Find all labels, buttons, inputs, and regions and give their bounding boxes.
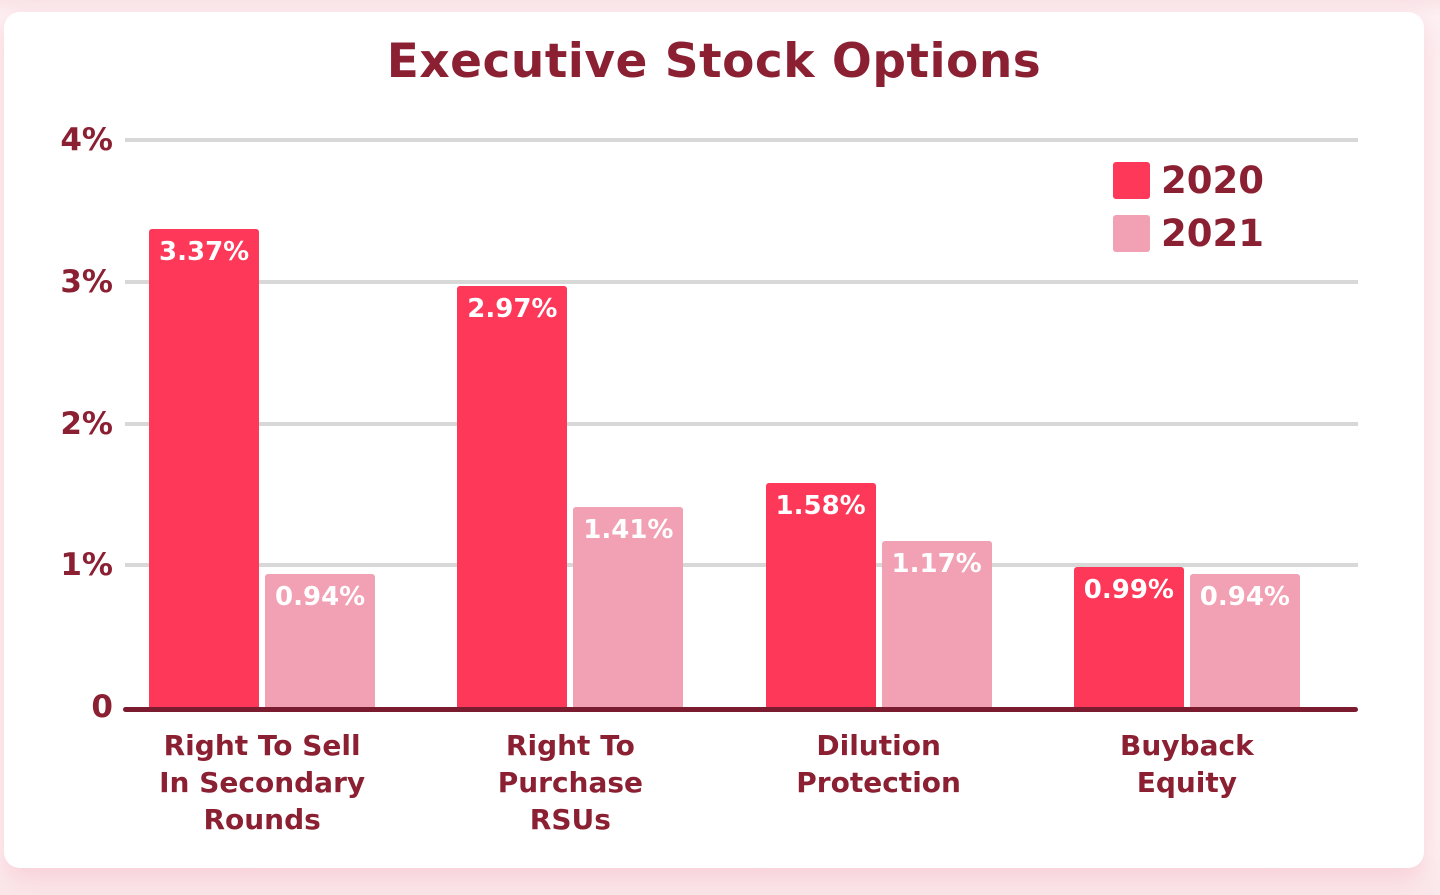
legend-item-2021: 2021 [1113, 215, 1264, 252]
y-tick-label-0: 0 [91, 689, 113, 725]
chart-title: Executive Stock Options [386, 34, 1042, 89]
bar-2021-group2: 1.41% [573, 507, 684, 707]
legend-label-2021: 2021 [1161, 212, 1264, 255]
bar-2020-group1: 3.37% [149, 229, 260, 707]
x-category-label-2: Right To Purchase RSUs [497, 729, 644, 836]
legend-swatch-2021 [1113, 215, 1150, 252]
x-category-label-1: Right To Sell In Secondary Rounds [159, 729, 366, 836]
gridline-3 [125, 279, 1358, 284]
bar-value-label: 1.58% [775, 491, 866, 522]
x-category-label-4: Buyback Equity [1120, 729, 1254, 799]
bar-value-label: 1.17% [891, 549, 982, 580]
bar-value-label: 0.94% [1199, 581, 1290, 612]
y-tick-label-4: 4% [60, 122, 113, 158]
bar-value-label: 0.94% [275, 581, 366, 612]
bar-value-label: 2.97% [467, 294, 558, 325]
x-axis-labels: Right To Sell In Secondary Rounds Right T… [108, 727, 1341, 877]
x-category-label-3: Dilution Protection [796, 729, 961, 799]
gridline-4 [125, 138, 1358, 142]
bar-value-label: 0.99% [1083, 574, 1174, 605]
bar-2021-group4: 0.94% [1189, 573, 1300, 707]
y-tick-label-3: 3% [60, 263, 113, 300]
gridline-2 [125, 421, 1358, 426]
bar-2020-group4: 0.99% [1073, 566, 1184, 707]
bar-2020-group2: 2.97% [457, 286, 568, 707]
gridline-1 [125, 563, 1358, 568]
bar-value-label: 1.41% [583, 515, 674, 546]
bar-2021-group3: 1.17% [881, 541, 992, 707]
bar-value-label: 3.37% [159, 237, 250, 268]
x-axis-line [123, 707, 1358, 712]
y-tick-label-1: 1% [60, 547, 113, 584]
legend-swatch-2020 [1113, 162, 1150, 199]
legend-label-2020: 2020 [1161, 159, 1264, 202]
y-tick-label-2: 2% [60, 405, 113, 442]
plot-area: 3.37% 0.94% 2.97% 1.41% 1.58% 1.17% 0.99% 0.94% [108, 140, 1341, 707]
bar-2020-group3: 1.58% [765, 483, 876, 707]
legend: 2020 2021 [1113, 162, 1264, 268]
legend-item-2020: 2020 [1113, 162, 1264, 199]
bar-2021-group1: 0.94% [265, 573, 376, 707]
